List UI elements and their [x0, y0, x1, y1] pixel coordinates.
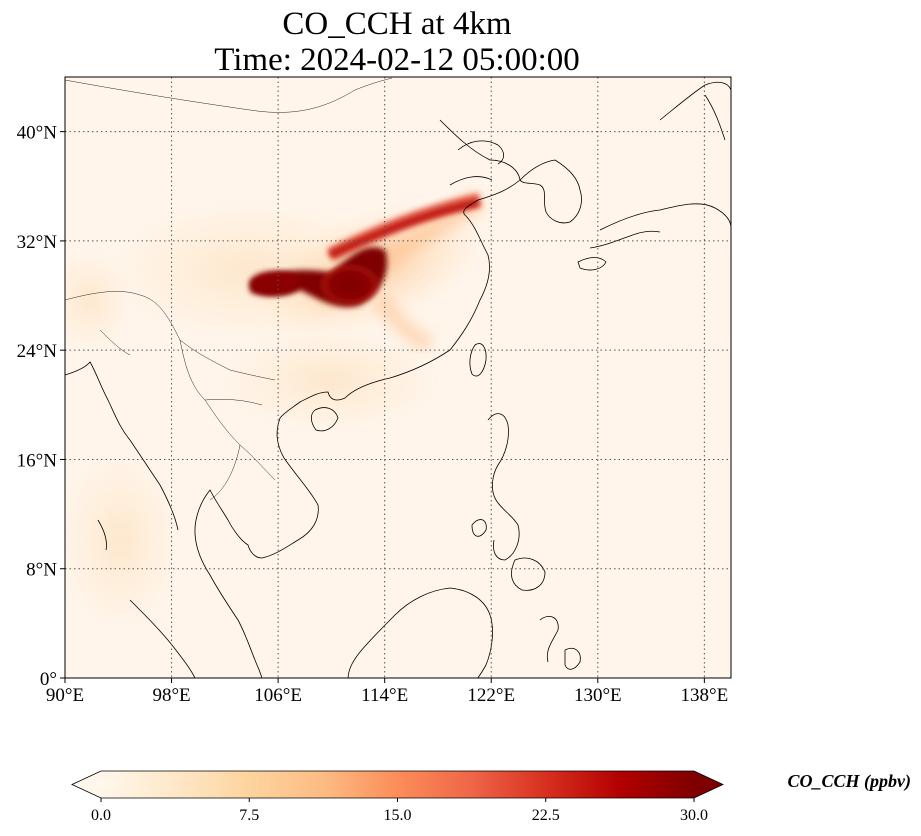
- lat-tick-label: 8°N: [26, 560, 57, 581]
- lon-tick-label: 122°E: [467, 685, 515, 706]
- colorbar-tick-label: 0.0: [91, 807, 111, 824]
- lon-tick-label: 98°E: [152, 685, 190, 706]
- coastlines: [65, 81, 731, 678]
- colorbar-tick-label: 15.0: [384, 807, 412, 824]
- map-panel: [65, 77, 731, 678]
- colorbar-ticks: 0.0 7.5 15.0 22.5 30.0: [91, 798, 708, 824]
- colorbar-tick-label: 30.0: [680, 807, 708, 824]
- country-borders: [65, 77, 393, 501]
- lon-tick-label: 114°E: [361, 685, 408, 706]
- lon-tick-label: 90°E: [46, 685, 84, 706]
- lat-tick-label: 0°: [40, 669, 57, 690]
- colorbar-title: CO_CCH (ppbv): [788, 771, 912, 792]
- lon-axis: 90°E 98°E 106°E 114°E 122°E 130°E 138°E: [46, 678, 728, 706]
- colorbar-tick-label: 22.5: [532, 807, 560, 824]
- lon-tick-label: 130°E: [574, 685, 622, 706]
- map-title-line2: Time: 2024-02-12 05:00:00: [214, 42, 580, 78]
- lat-axis: 0° 8°N 16°N 24°N 32°N 40°N: [17, 123, 65, 690]
- lon-tick-label: 106°E: [254, 685, 302, 706]
- lat-tick-label: 24°N: [17, 341, 58, 362]
- colorbar-extend-low: [72, 771, 101, 798]
- gridlines: [65, 77, 731, 678]
- lat-tick-label: 40°N: [17, 123, 58, 144]
- colorbar-tick-label: 7.5: [239, 807, 259, 824]
- colorbar-extend-high: [694, 771, 723, 798]
- concentration-field: [65, 190, 486, 630]
- colorbar-gradient: [101, 771, 694, 798]
- lon-tick-label: 138°E: [681, 685, 729, 706]
- map-title-line1: CO_CCH at 4km: [282, 6, 512, 42]
- lat-tick-label: 16°N: [17, 450, 58, 471]
- map-frame: [64, 76, 732, 679]
- colorbar: 0.0 7.5 15.0 22.5 30.0 CO_CCH (ppbv): [71, 770, 912, 824]
- lat-tick-label: 32°N: [17, 232, 58, 253]
